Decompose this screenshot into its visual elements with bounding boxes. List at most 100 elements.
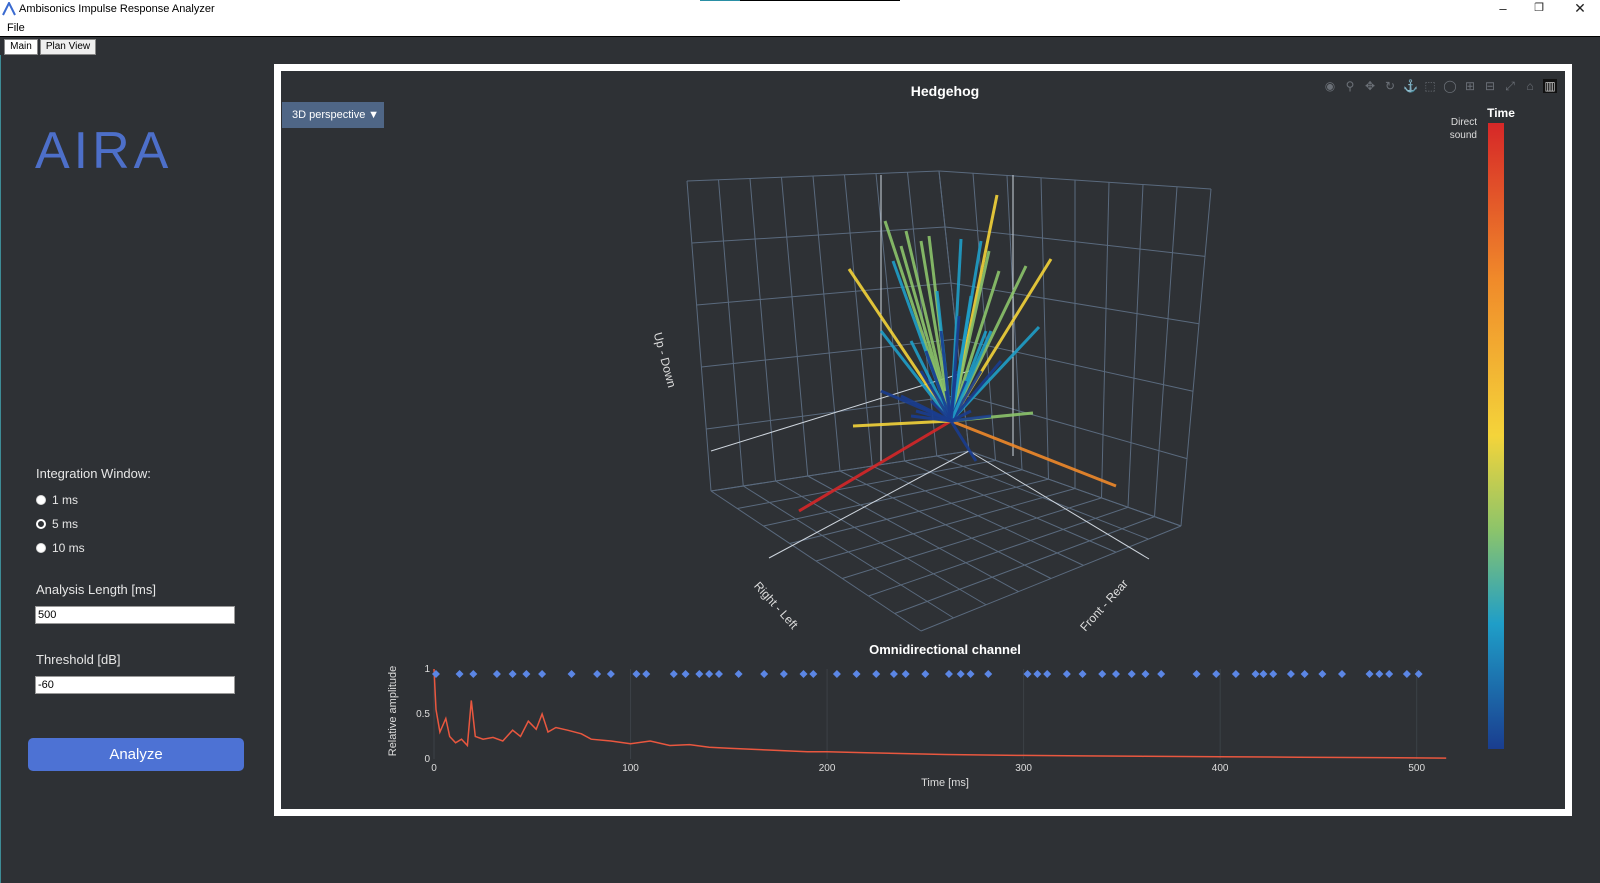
radio-button-icon[interactable]: [36, 495, 46, 505]
analysis-length-input[interactable]: 500: [35, 606, 235, 624]
y-tick-label: 1: [424, 664, 430, 675]
peak-marker: [1033, 670, 1042, 678]
colorbar-top-label: Direct sound: [1450, 117, 1477, 141]
spike-mark: [910, 414, 952, 423]
radio-button-selected-icon[interactable]: [36, 519, 46, 529]
x-tick-label: 400: [1212, 763, 1229, 774]
peak-marker: [1212, 670, 1221, 678]
omni-ylabel: Relative amplitude: [387, 666, 399, 757]
peak-marker: [809, 670, 818, 678]
x-tick-label: 100: [622, 763, 639, 774]
peak-marker: [1300, 670, 1309, 678]
peak-marker: [695, 670, 704, 678]
analyze-button[interactable]: Analyze: [28, 738, 244, 771]
threshold-input[interactable]: -60: [35, 676, 235, 694]
autoscale-icon[interactable]: ⤢: [1505, 79, 1515, 93]
spike-mark: [904, 230, 953, 422]
lasso-icon[interactable]: ◯: [1443, 79, 1457, 93]
peak-marker: [455, 670, 464, 678]
peak-marker: [469, 670, 478, 678]
peak-marker: [1259, 670, 1268, 678]
peak-marker: [734, 670, 743, 678]
peak-marker: [1141, 670, 1150, 678]
plot-container[interactable]: Hedgehog Up - Down Right - Left Front - …: [274, 64, 1572, 816]
peak-marker: [1231, 670, 1240, 678]
peak-marker: [1043, 670, 1052, 678]
x-tick-label: 500: [1408, 763, 1425, 774]
radio-10ms[interactable]: 10 ms: [36, 540, 85, 556]
colorbar-title: Time: [1487, 106, 1515, 120]
zoom-in-icon[interactable]: ⊞: [1464, 79, 1476, 93]
zoom-icon[interactable]: ⚲: [1345, 79, 1355, 93]
radio-5ms[interactable]: 5 ms: [36, 516, 78, 532]
peak-marker: [872, 670, 881, 678]
spikes-icon[interactable]: ▥: [1543, 79, 1557, 93]
orbit-icon[interactable]: ↻: [1384, 79, 1396, 93]
peak-marker: [984, 670, 993, 678]
peak-marker: [832, 670, 841, 678]
maximize-button[interactable]: ❐: [1534, 2, 1544, 14]
spike-mark: [847, 268, 953, 422]
home-icon[interactable]: ⌂: [1526, 79, 1534, 93]
peak-marker: [760, 670, 769, 678]
minimize-button[interactable]: –: [1499, 1, 1507, 16]
peak-marker: [1098, 670, 1107, 678]
pan-icon[interactable]: ✥: [1364, 79, 1376, 93]
omni-title: Omnidirectional channel: [869, 642, 1021, 657]
x-axis-label: Right - Left: [751, 579, 801, 632]
peak-marker: [889, 670, 898, 678]
menu-file[interactable]: File: [7, 22, 25, 34]
window-title: Ambisonics Impulse Response Analyzer: [19, 3, 215, 15]
aira-logo: AIRA: [35, 122, 173, 180]
peak-marker: [538, 670, 547, 678]
peak-marker: [1365, 670, 1374, 678]
peak-marker: [1338, 670, 1347, 678]
view-mode-dropdown[interactable]: 3D perspective ▼: [282, 102, 384, 128]
peak-marker: [779, 670, 788, 678]
peak-marker: [632, 670, 641, 678]
spike-mark: [949, 420, 978, 462]
tab-main[interactable]: Main: [4, 39, 38, 55]
tab-plan-view[interactable]: Plan View: [40, 39, 96, 55]
spike-mark: [879, 330, 953, 422]
peak-marker: [1385, 670, 1394, 678]
peak-marker: [642, 670, 651, 678]
spike-mark: [924, 350, 953, 422]
peak-marker: [1402, 670, 1411, 678]
box-select-icon[interactable]: ⬚: [1424, 79, 1436, 93]
hedgehog-title: Hedgehog: [911, 83, 979, 99]
zoom-out-icon[interactable]: ⊟: [1484, 79, 1496, 93]
peak-marker: [522, 670, 531, 678]
radio-1ms[interactable]: 1 ms: [36, 492, 78, 508]
peak-marker: [1062, 670, 1071, 678]
peak-marker: [1414, 670, 1423, 678]
spike-mark: [852, 419, 952, 428]
close-button[interactable]: ✕: [1574, 0, 1586, 16]
peak-marker: [492, 670, 501, 678]
hedgehog-plot[interactable]: Hedgehog Up - Down Right - Left Front - …: [281, 71, 1565, 809]
peak-marker: [956, 670, 965, 678]
spike-mark: [949, 250, 991, 422]
omni-chart: 0 100 200 300 400 500 0 0.5 1: [416, 664, 1447, 774]
peak-marker: [606, 670, 615, 678]
peak-marker: [1286, 670, 1295, 678]
peak-marker: [1269, 670, 1278, 678]
peak-marker: [799, 670, 808, 678]
peak-marker: [681, 670, 690, 678]
radio-button-icon[interactable]: [36, 543, 46, 553]
spike-mark: [880, 389, 952, 423]
camera-icon[interactable]: ◉: [1324, 79, 1336, 93]
anchor-icon[interactable]: ⚓: [1403, 79, 1418, 93]
peak-marker: [901, 670, 910, 678]
peak-marker: [705, 670, 714, 678]
z-axis-label: Up - Down: [651, 331, 679, 389]
menu-bar: File: [0, 19, 1600, 37]
hedgehog-spikes: [798, 194, 1117, 513]
y-axis-label: Front - Rear: [1077, 577, 1131, 634]
spike-mark: [949, 360, 1003, 422]
radio-label: 5 ms: [52, 517, 79, 531]
peak-marker: [508, 670, 517, 678]
peak-marker: [966, 670, 975, 678]
spike-mark: [949, 370, 958, 422]
spike-mark: [949, 330, 993, 422]
